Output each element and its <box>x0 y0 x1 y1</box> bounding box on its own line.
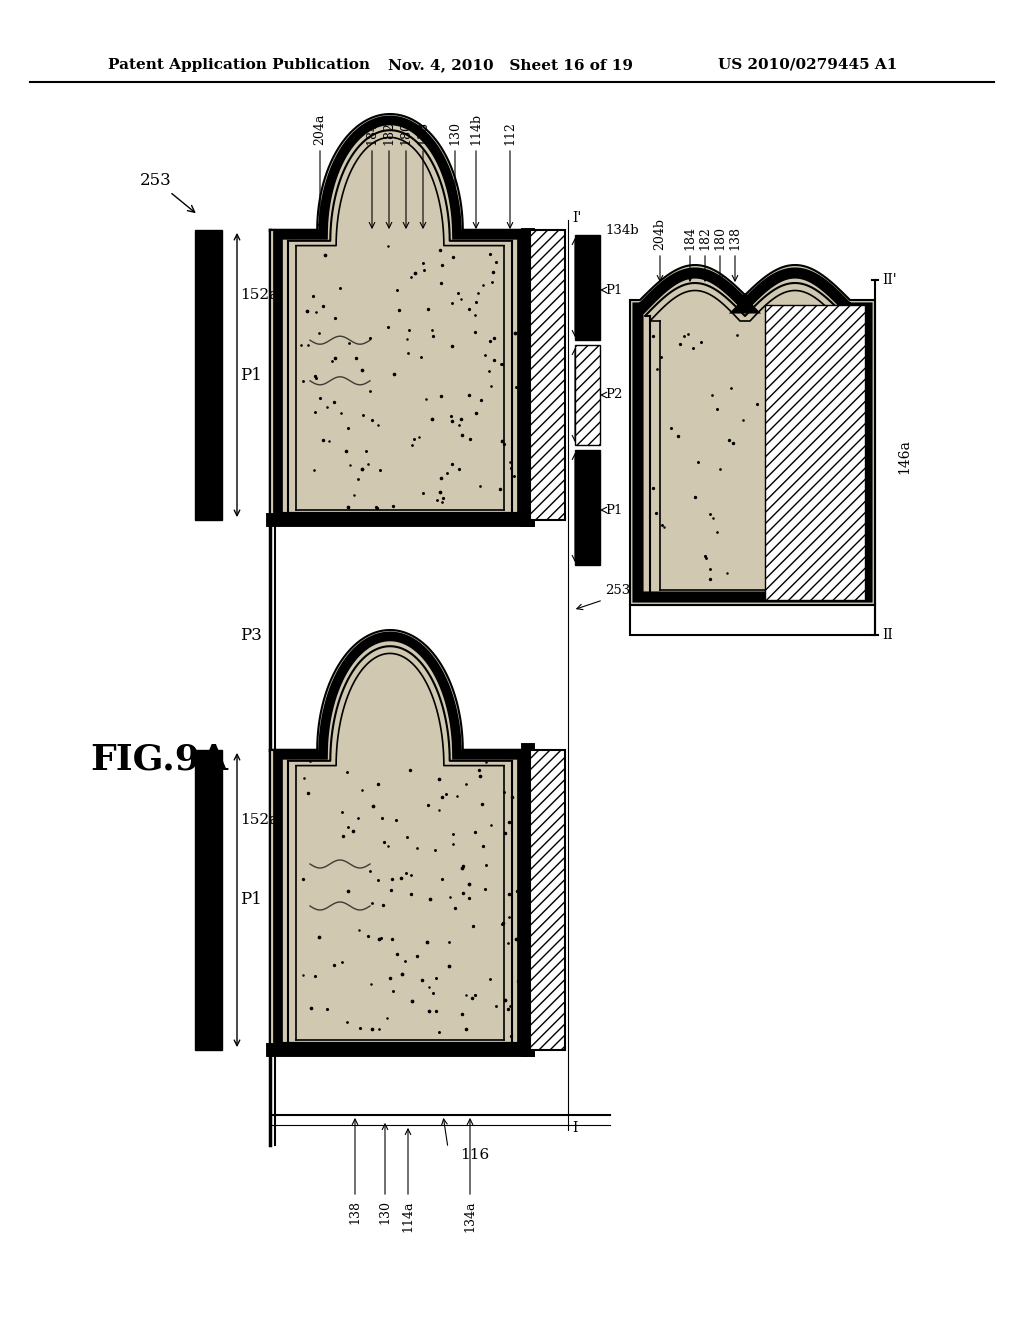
Text: 138: 138 <box>417 121 429 145</box>
Text: 204b: 204b <box>653 218 667 249</box>
Text: P1: P1 <box>240 367 262 384</box>
Text: FIG.9A: FIG.9A <box>90 743 228 777</box>
Text: II: II <box>882 628 893 642</box>
Bar <box>630 280 874 635</box>
Text: 152a: 152a <box>240 813 279 828</box>
Text: 204a: 204a <box>313 114 327 145</box>
Bar <box>530 750 565 1049</box>
Text: 138: 138 <box>728 226 741 249</box>
Text: I': I' <box>572 211 582 224</box>
Text: 184: 184 <box>366 121 379 145</box>
Text: Patent Application Publication: Patent Application Publication <box>108 58 370 73</box>
Bar <box>195 750 222 1049</box>
Polygon shape <box>630 265 874 605</box>
Text: P1: P1 <box>240 891 262 908</box>
Text: P2: P2 <box>605 388 623 401</box>
Text: 130: 130 <box>449 121 462 145</box>
Text: 112: 112 <box>504 121 516 145</box>
Text: 253: 253 <box>140 172 195 213</box>
Bar <box>765 305 865 601</box>
Text: 182: 182 <box>698 226 712 249</box>
Text: 180: 180 <box>399 121 413 145</box>
Text: 138: 138 <box>348 1200 361 1224</box>
Text: I: I <box>572 1121 578 1135</box>
Text: 253: 253 <box>605 583 630 597</box>
Bar <box>630 605 874 635</box>
Text: 130: 130 <box>379 1200 391 1224</box>
Bar <box>530 230 565 520</box>
Text: P1: P1 <box>605 284 623 297</box>
Text: 182: 182 <box>383 121 395 145</box>
Text: US 2010/0279445 A1: US 2010/0279445 A1 <box>718 58 897 73</box>
Text: P1: P1 <box>605 503 623 516</box>
Text: 180: 180 <box>714 226 726 249</box>
Polygon shape <box>270 630 530 1049</box>
Text: 134a: 134a <box>464 1200 476 1232</box>
Bar <box>575 235 600 341</box>
Text: 146a: 146a <box>897 440 911 474</box>
Text: 114a: 114a <box>401 1200 415 1232</box>
Bar <box>575 345 600 445</box>
Text: Nov. 4, 2010   Sheet 16 of 19: Nov. 4, 2010 Sheet 16 of 19 <box>388 58 633 73</box>
Polygon shape <box>270 114 530 520</box>
Text: 114b: 114b <box>469 114 482 145</box>
Text: II': II' <box>882 273 897 286</box>
Text: 152a: 152a <box>240 288 279 302</box>
Text: 116: 116 <box>460 1148 489 1162</box>
Bar <box>575 450 600 565</box>
Text: 184: 184 <box>683 226 696 249</box>
Bar <box>195 230 222 520</box>
Text: P3: P3 <box>240 627 262 644</box>
Text: 134b: 134b <box>605 223 639 236</box>
